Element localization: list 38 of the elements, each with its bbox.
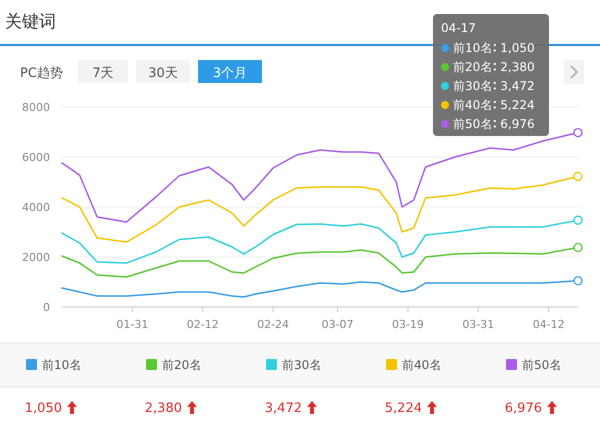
y-tick-label: 6000 (22, 151, 50, 164)
text: 前10名 (453, 41, 492, 55)
legend-label: 前20名 (162, 358, 202, 372)
legend-label: 前50名 (453, 117, 492, 131)
legend-label: 前40名 (453, 98, 492, 112)
text: 1,050 (24, 401, 62, 416)
x-tick-label: 04-12 (532, 318, 565, 331)
y-tick-label: 8000 (22, 101, 50, 114)
text: PC趋势 (20, 66, 63, 81)
y-tick-label: 0 (43, 301, 50, 314)
text: 1,050 (500, 41, 535, 55)
text: 5,224 (384, 401, 422, 416)
text: 30天 (148, 66, 178, 81)
text: 3个月 (212, 66, 248, 81)
x-tick-label: 02-24 (257, 318, 290, 331)
text: 04-17 (441, 21, 476, 35)
text: 2,380 (500, 60, 535, 74)
text: 6,976 (504, 401, 542, 416)
legend-label: 前10名 (42, 358, 82, 372)
x-tick-label: 03-31 (462, 318, 494, 331)
x-tick-label: 01-31 (116, 318, 148, 331)
legend-label: 前30名 (282, 358, 322, 372)
text: 前30名 (453, 79, 492, 93)
text: 前40名 (402, 358, 442, 372)
text: 2,380 (144, 401, 182, 416)
text: 3,472 (264, 401, 302, 416)
annotation: 5,224 (500, 98, 535, 112)
text: 前50名 (522, 358, 562, 372)
y-tick-label: 2000 (22, 251, 50, 264)
y-tick-label: 4000 (22, 201, 50, 214)
chart-title: 关键词 (5, 12, 56, 32)
text: 前20名 (453, 60, 492, 74)
x-tick-label: 03-19 (392, 318, 424, 331)
annotation: 6,976 (500, 117, 535, 131)
text: 7天 (92, 66, 114, 81)
x-tick-label: 02-12 (186, 318, 219, 331)
x-tick-label: 03-07 (322, 318, 354, 331)
text: 3,472 (500, 79, 535, 93)
